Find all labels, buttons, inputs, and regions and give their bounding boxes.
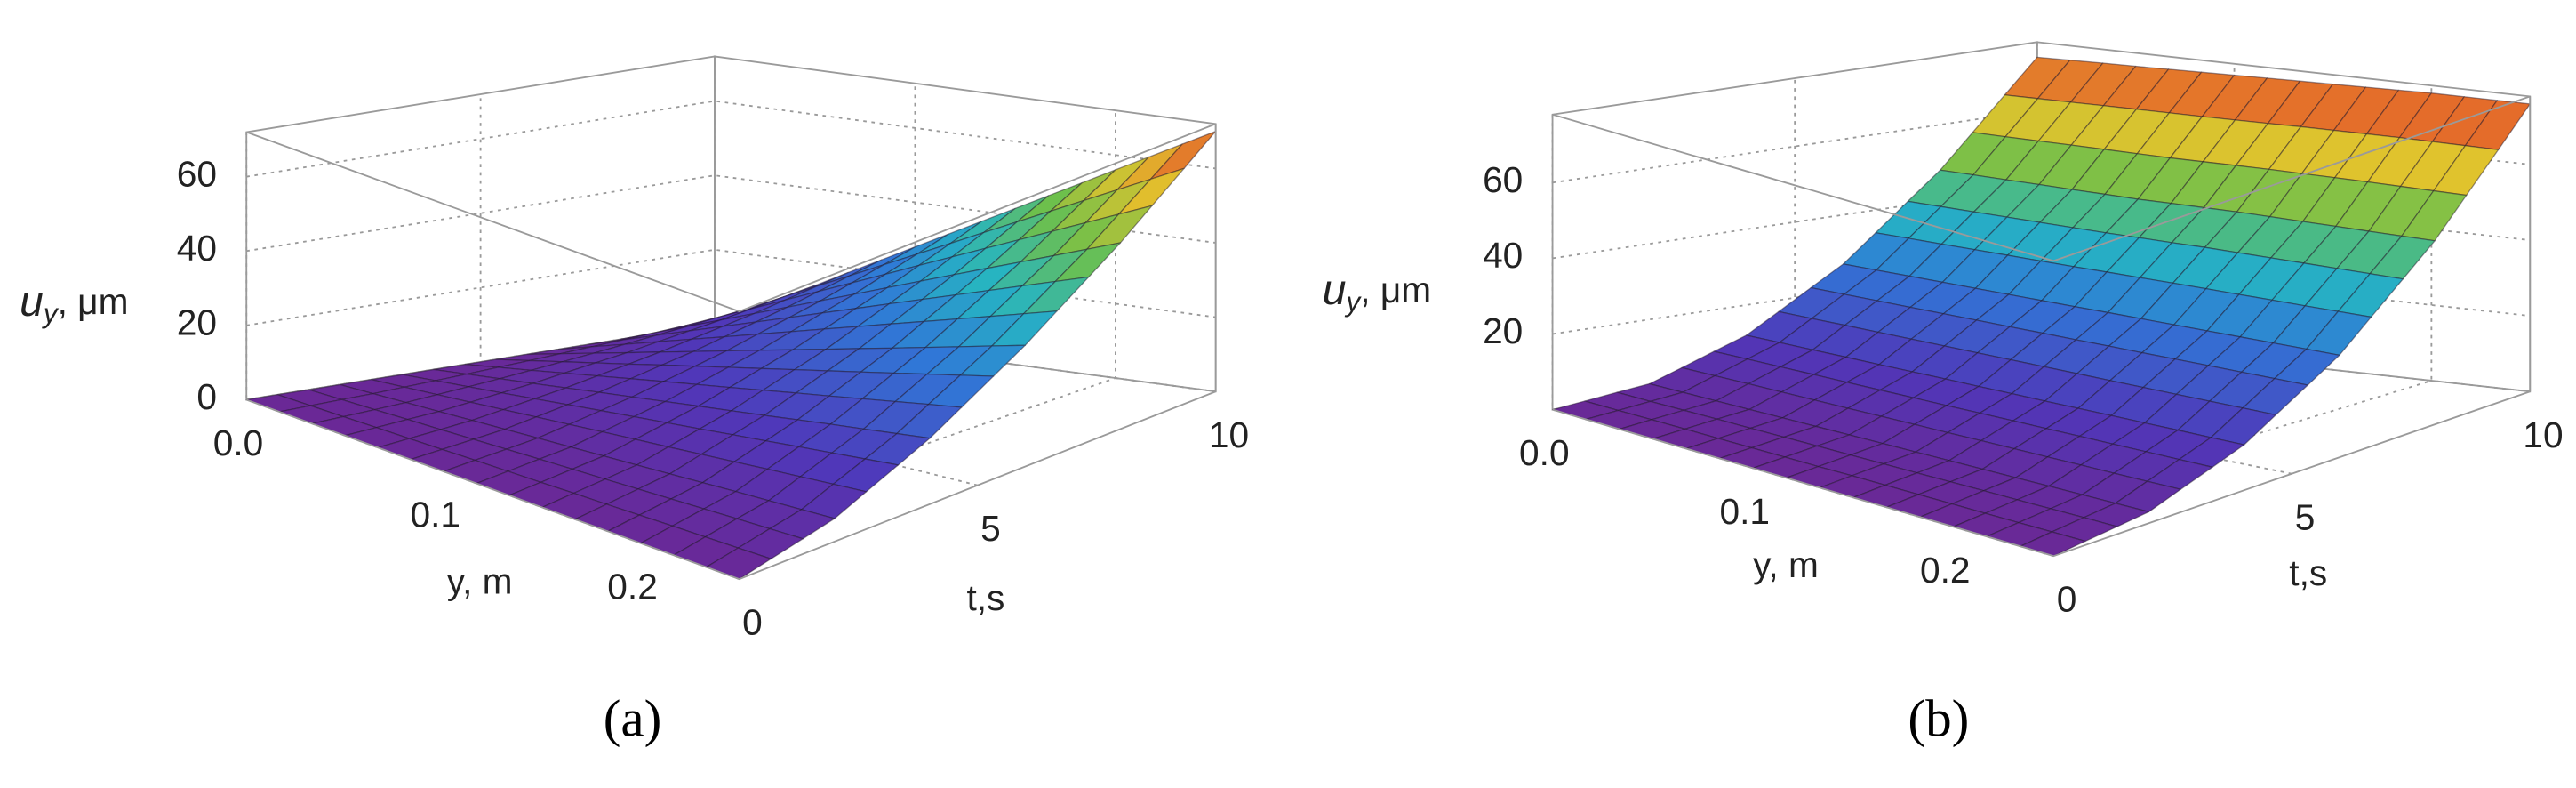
grid-line <box>246 248 1216 326</box>
surface-patch <box>2433 145 2500 197</box>
grid-line <box>246 56 716 401</box>
surface-patch <box>801 483 868 519</box>
z-label-subscript: y <box>1345 286 1363 318</box>
y-tick-label: 0.0 <box>1519 432 1570 473</box>
box-edge <box>245 123 1217 313</box>
t-tick-label: 0 <box>742 602 763 643</box>
t-axis-label: t,s <box>966 577 1004 618</box>
grid-line <box>714 56 1216 393</box>
box-edge <box>245 390 1217 581</box>
caption: (a) <box>604 688 662 747</box>
z-tick-label: 40 <box>177 228 217 269</box>
z-axis-label: uy, μm <box>20 277 128 330</box>
y-axis-label: y, m <box>1753 544 1819 585</box>
t-tick-label: 10 <box>2523 414 2563 455</box>
surface-patch <box>1117 167 1185 215</box>
z-label-subscript: y <box>42 298 60 329</box>
y-tick-label: 0.1 <box>1720 491 1771 532</box>
y-axis-label: y, m <box>447 560 513 601</box>
y-tick-label: 0.0 <box>213 422 264 463</box>
grid-line <box>246 174 1216 253</box>
y-tick-label: 0.1 <box>411 495 461 535</box>
t-tick-label: 5 <box>980 508 1001 549</box>
surface-patch <box>2178 437 2245 468</box>
t-tick-label: 10 <box>1209 414 1249 455</box>
surface-patch <box>2401 189 2468 242</box>
box-edge <box>1552 95 2531 262</box>
surface-patch <box>737 527 804 559</box>
z-label-symbol: u <box>1323 266 1347 314</box>
z-tick-label: 20 <box>177 302 217 343</box>
z-tick-label: 40 <box>1483 235 1523 276</box>
z-tick-label: 60 <box>177 153 217 194</box>
t-axis-label: t,s <box>2289 552 2327 593</box>
surface-patch <box>2369 235 2436 280</box>
surface-patch <box>2274 348 2340 386</box>
y-tick-label: 0.2 <box>607 566 658 607</box>
surface-patch <box>2083 503 2150 527</box>
z-label-unit: , μm <box>58 281 129 322</box>
surface-patch <box>927 374 995 408</box>
t-tick-label: 5 <box>2295 496 2316 537</box>
surface-patch <box>1022 276 1090 315</box>
y-tick-label: 0.2 <box>1920 550 1971 591</box>
t-tick-label: 0 <box>2057 579 2077 620</box>
z-tick-label: 20 <box>1483 310 1523 351</box>
z-label-symbol: u <box>20 277 44 326</box>
surface-patch <box>2210 407 2276 446</box>
caption: (b) <box>1908 688 1969 747</box>
grid-line <box>246 100 1216 178</box>
z-tick-label: 0 <box>196 376 217 417</box>
z-tick-label: 60 <box>1483 159 1523 200</box>
surface-patch <box>2306 310 2372 356</box>
surface-patch <box>991 310 1058 347</box>
z-label-unit: , μm <box>1360 269 1431 310</box>
box-edge <box>1552 390 2531 558</box>
z-axis-label: uy, μm <box>1323 266 1431 318</box>
